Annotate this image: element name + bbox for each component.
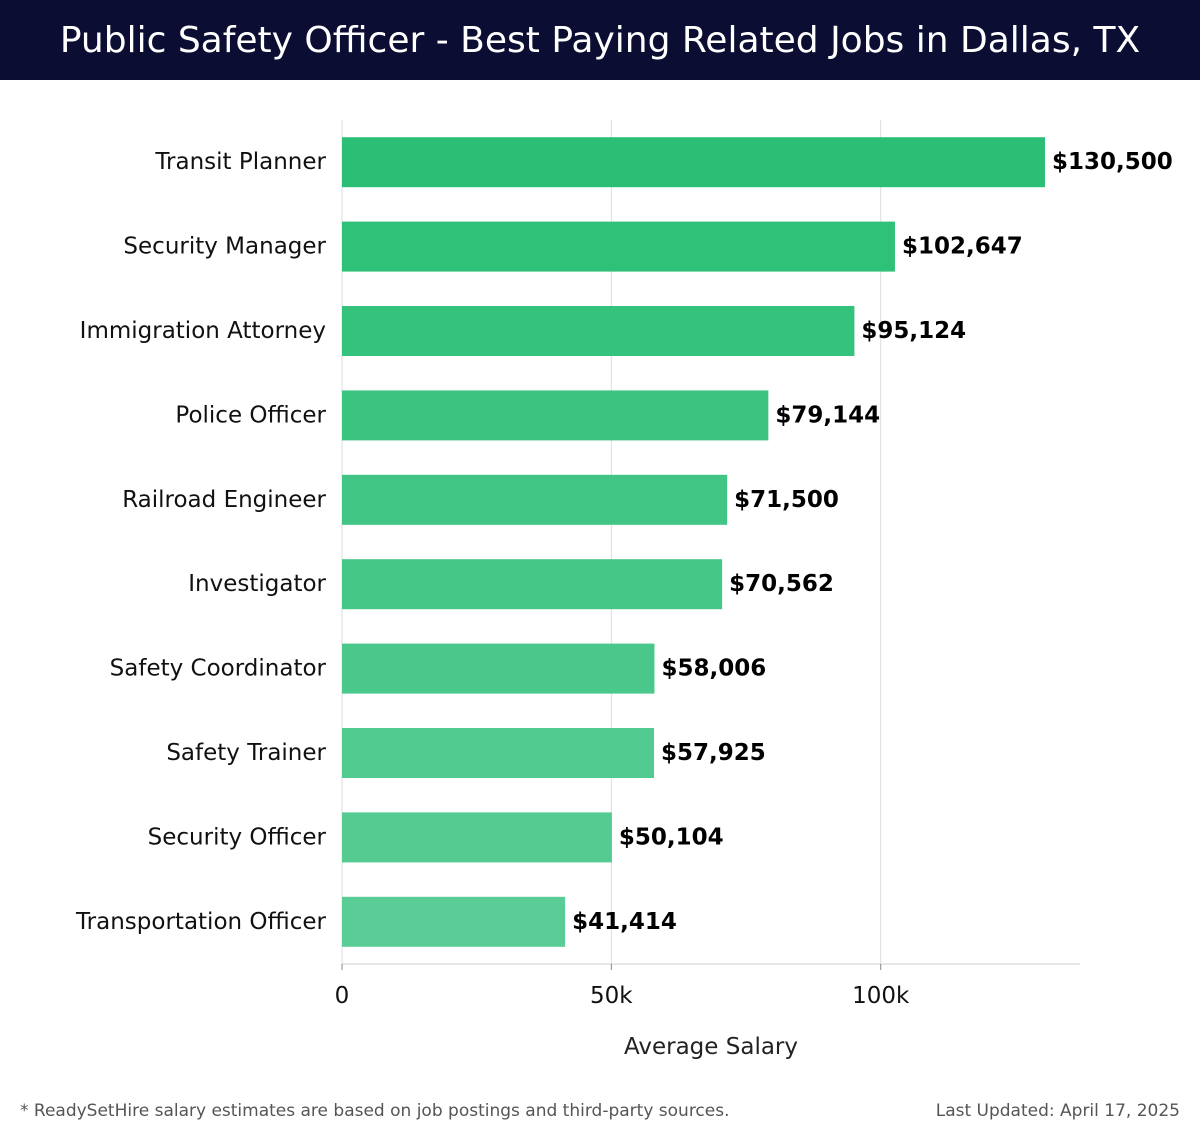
- chart-title: Public Safety Officer - Best Paying Rela…: [59, 19, 1141, 61]
- bar-chart: Transit Planner $130,500 Security Manager $…: [75, 120, 1173, 1060]
- value-label-4: $71,500: [734, 487, 839, 513]
- footnote: * ReadySetHire salary estimates are base…: [20, 1101, 730, 1121]
- bar-7: [342, 728, 655, 778]
- bar-5: [342, 559, 723, 610]
- bar-9: [342, 896, 566, 947]
- category-label-4: Railroad Engineer: [122, 487, 326, 513]
- category-label-1: Security Manager: [123, 234, 326, 260]
- value-label-0: $130,500: [1052, 149, 1173, 175]
- value-label-8: $50,104: [619, 824, 724, 850]
- tick-label-0: 0: [335, 983, 350, 1009]
- value-label-3: $79,144: [775, 402, 880, 428]
- value-label-6: $58,006: [661, 656, 766, 682]
- bar-2: [342, 306, 855, 356]
- last-updated: Last Updated: April 17, 2025: [935, 1101, 1180, 1121]
- value-label-9: $41,414: [572, 909, 677, 935]
- category-label-8: Security Officer: [148, 824, 327, 850]
- category-label-6: Safety Coordinator: [110, 656, 327, 682]
- value-label-2: $95,124: [861, 318, 966, 344]
- category-label-9: Transportation Officer: [75, 909, 327, 935]
- value-label-7: $57,925: [661, 740, 766, 766]
- category-label-0: Transit Planner: [154, 149, 326, 175]
- bar-6: [342, 643, 655, 694]
- category-label-7: Safety Trainer: [166, 740, 326, 766]
- bar-4: [342, 474, 728, 525]
- bar-3: [342, 390, 769, 441]
- tick-label-1: 50k: [590, 983, 633, 1009]
- category-label-2: Immigration Attorney: [80, 318, 326, 344]
- value-label-5: $70,562: [729, 571, 834, 597]
- value-label-1: $102,647: [902, 234, 1023, 260]
- tick-label-2: 100k: [852, 983, 910, 1009]
- bar-1: [342, 221, 895, 272]
- category-label-5: Investigator: [188, 571, 326, 597]
- bar-8: [342, 812, 612, 863]
- category-label-3: Police Officer: [175, 402, 326, 428]
- bar-0: [342, 137, 1045, 188]
- chart-header: Public Safety Officer - Best Paying Rela…: [0, 0, 1200, 80]
- x-axis-title: Average Salary: [624, 1034, 798, 1060]
